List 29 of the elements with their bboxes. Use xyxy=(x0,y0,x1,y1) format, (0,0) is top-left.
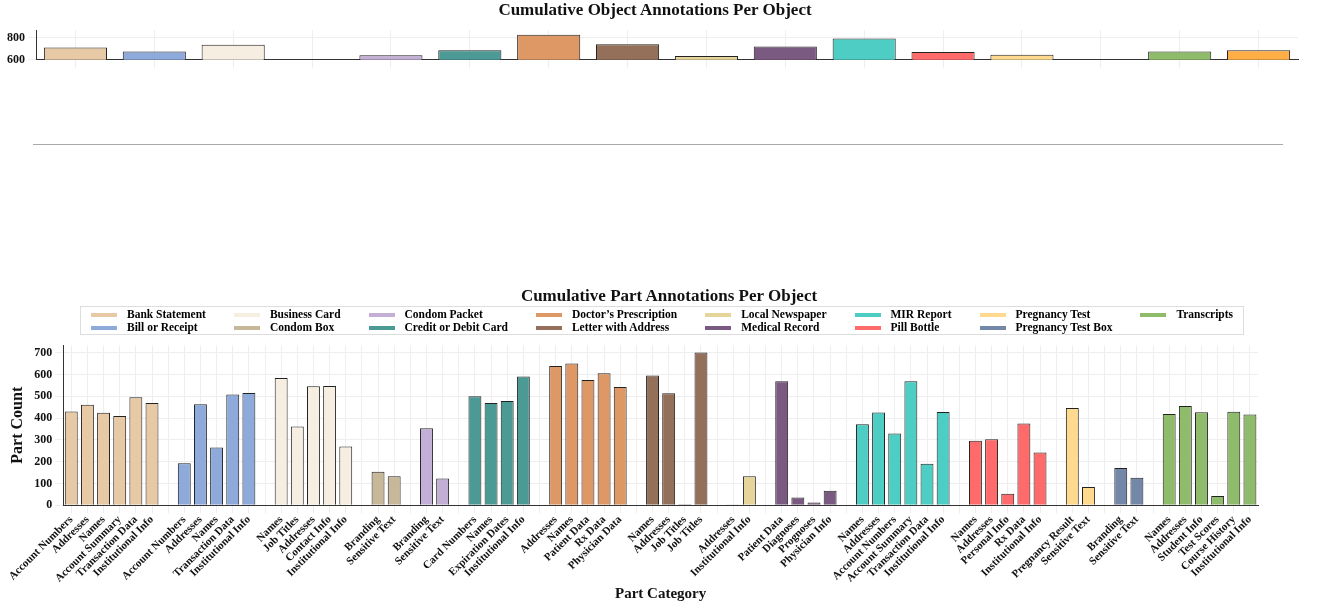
y-tick-label: 600 xyxy=(7,51,25,66)
chart-title: Cumulative Object Annotations Per Object xyxy=(497,0,813,20)
legend-label: Bill or Receipt xyxy=(126,321,199,333)
legend-label: Pregnancy Test Box xyxy=(1014,321,1113,333)
legend-label: Doctor’s Prescription xyxy=(570,308,678,320)
y-tick-label: 500 xyxy=(34,388,53,403)
legend-label: Letter with Address xyxy=(570,321,671,333)
legend-label: Pregnancy Test xyxy=(1014,308,1092,320)
chart-title: Cumulative Part Annotations Per Object xyxy=(519,286,819,306)
legend-label: Bank Statement xyxy=(126,308,206,320)
y-tick-label: 700 xyxy=(34,344,53,359)
legend-label: MIR Report xyxy=(889,308,952,320)
legend-label: Medical Record xyxy=(740,321,821,333)
legend-label: Credit or Debit Card xyxy=(403,321,508,333)
legend-label: Transcripts xyxy=(1175,308,1234,320)
legend-label: Condom Packet xyxy=(403,308,484,320)
y-tick-label: 300 xyxy=(34,432,53,446)
legend-label: Pill Bottle xyxy=(889,321,941,333)
legend-label: Business Card xyxy=(268,308,341,320)
y-tick-label: 200 xyxy=(34,453,53,468)
y-tick-label: 100 xyxy=(34,475,53,490)
legend-label: Condom Box xyxy=(268,321,336,333)
y-tick-label: 600 xyxy=(34,366,53,381)
y-axis-title: Part Count xyxy=(7,386,25,464)
y-tick-label: 0 xyxy=(46,497,53,512)
y-tick-label: 800 xyxy=(7,29,25,44)
y-tick-label: 400 xyxy=(34,410,53,425)
x-axis-title: Part Category xyxy=(614,584,707,601)
legend-label: Local Newspaper xyxy=(740,308,827,320)
